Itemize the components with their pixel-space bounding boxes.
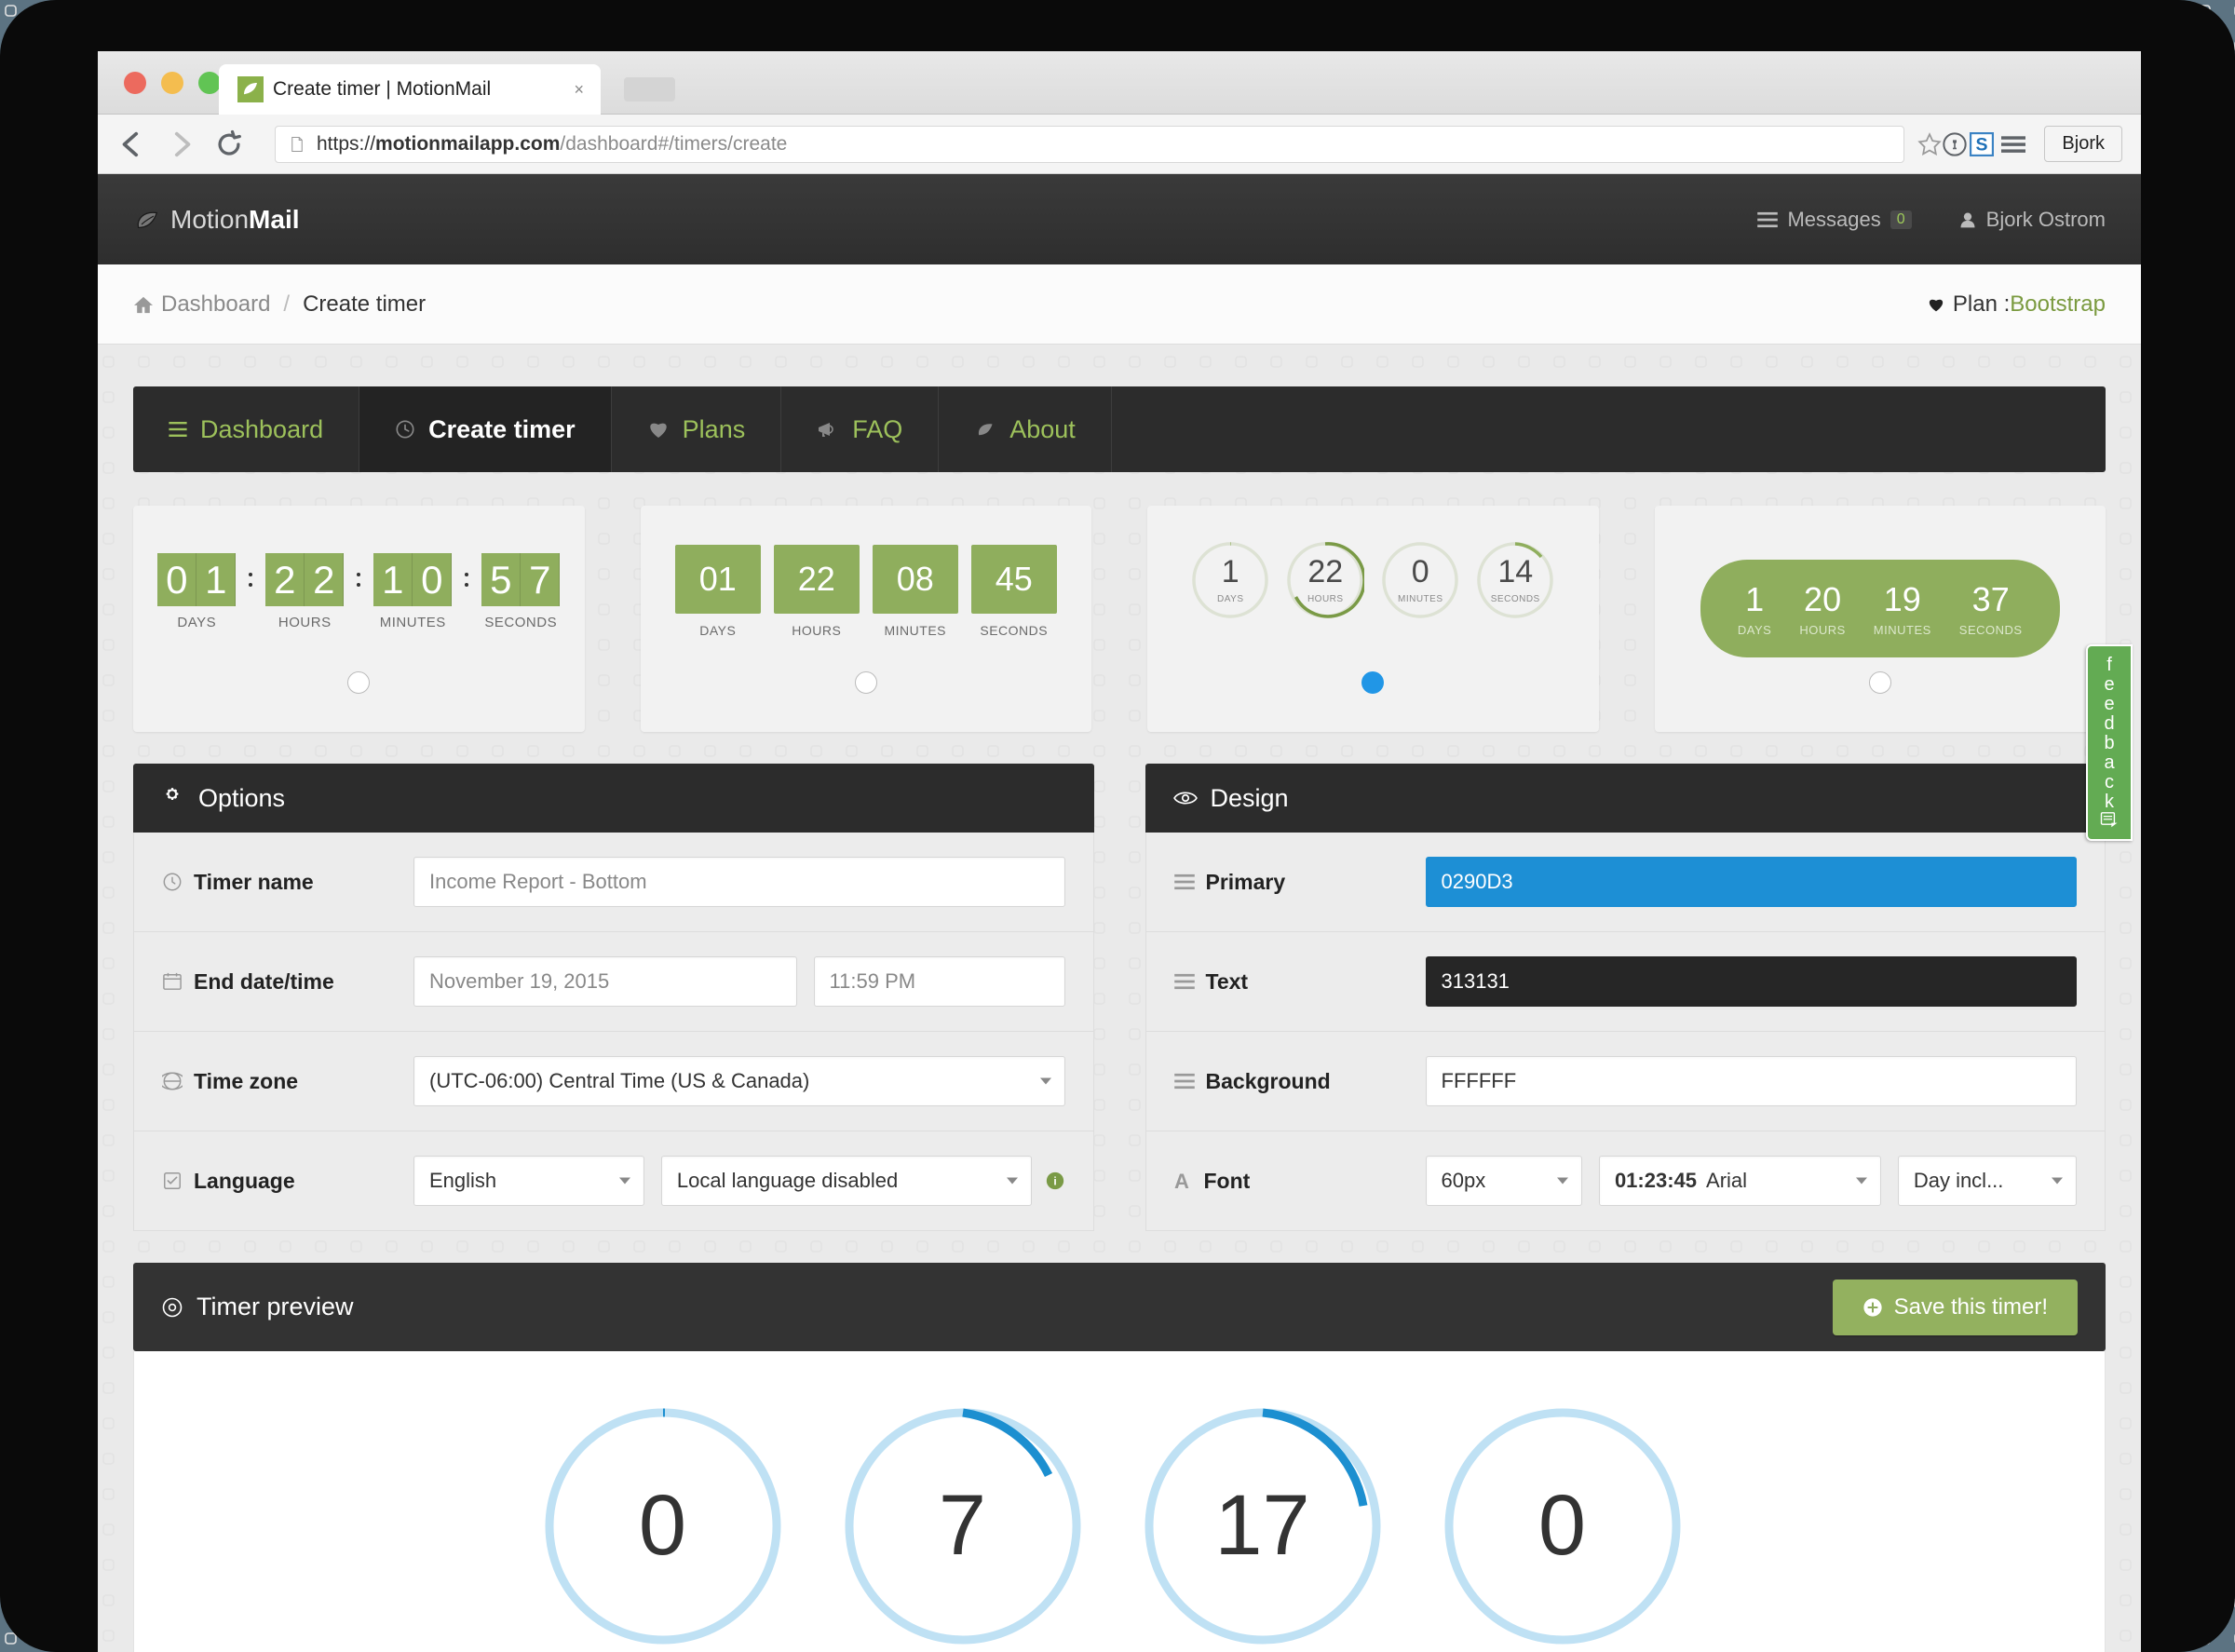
svg-text:S: S [1976,134,1988,155]
svg-text:i: i [1053,1175,1056,1188]
svg-text:A: A [1174,1171,1189,1191]
